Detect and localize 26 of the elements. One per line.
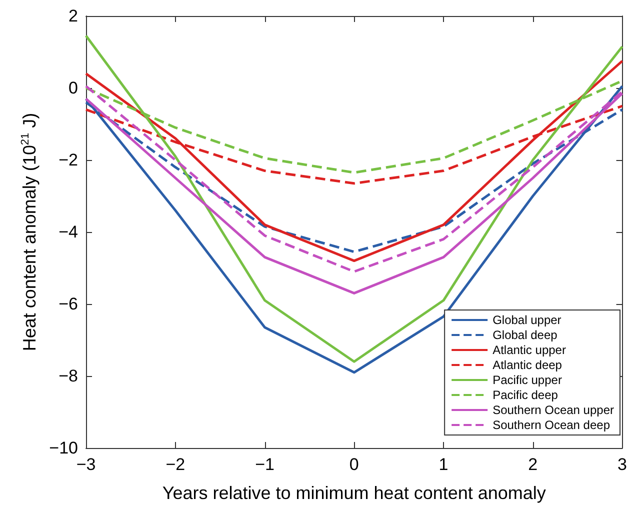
x-tick-label: −2 bbox=[166, 455, 186, 474]
legend-label: Southern Ocean upper bbox=[492, 403, 614, 417]
x-tick-label: 1 bbox=[438, 455, 448, 474]
legend-label: Pacific deep bbox=[492, 388, 558, 402]
x-tick-label: 0 bbox=[349, 455, 359, 474]
legend-label: Pacific upper bbox=[492, 373, 562, 387]
y-tick-label: −4 bbox=[58, 222, 78, 242]
legend-label: Global upper bbox=[492, 313, 562, 327]
legend-label: Southern Ocean deep bbox=[492, 418, 610, 432]
x-tick-label: 2 bbox=[528, 455, 538, 474]
line-series bbox=[84, 84, 624, 374]
y-tick-label: −6 bbox=[58, 294, 78, 314]
y-tick-label: 2 bbox=[68, 6, 78, 26]
y-axis-title: Heat content anomaly (1021 J) bbox=[19, 112, 40, 352]
y-tick-label: −8 bbox=[58, 366, 78, 386]
legend-label: Global deep bbox=[492, 328, 558, 342]
x-tick-label: −1 bbox=[255, 455, 274, 474]
line-series bbox=[84, 60, 624, 262]
legend-label: Atlantic upper bbox=[492, 343, 566, 357]
x-axis-title: Years relative to minimum heat content anomaly bbox=[162, 483, 546, 503]
x-tick-label: 3 bbox=[618, 455, 628, 474]
y-tick-label: 0 bbox=[68, 78, 78, 98]
x-tick-label: −3 bbox=[76, 455, 96, 474]
y-tick-label: −2 bbox=[58, 150, 78, 170]
legend-label: Atlantic deep bbox=[492, 358, 562, 372]
y-tick-label: −10 bbox=[49, 438, 78, 458]
